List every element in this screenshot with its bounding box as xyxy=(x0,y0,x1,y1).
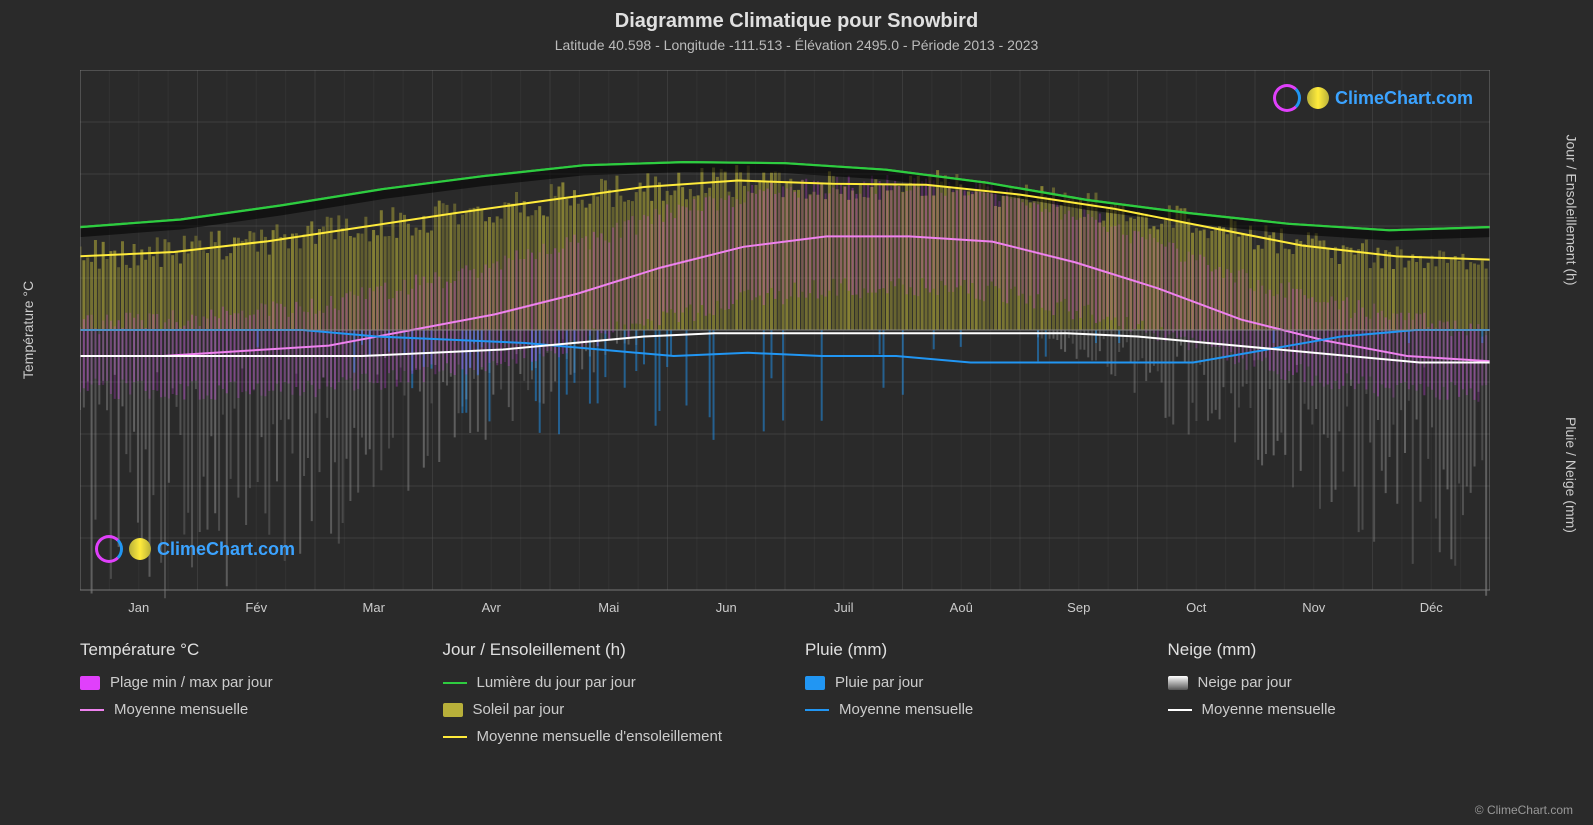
chart-title: Diagramme Climatique pour Snowbird xyxy=(0,0,1593,33)
swatch-daylight-line xyxy=(443,682,467,684)
swatch-temp-avg-line xyxy=(80,709,104,711)
svg-text:Sep: Sep xyxy=(1067,600,1090,615)
legend-col-rain: Pluie (mm) Pluie par jour Moyenne mensue… xyxy=(805,640,1128,745)
brand-logo-top: ClimeChart.com xyxy=(1273,84,1473,112)
svg-text:Fév: Fév xyxy=(245,600,267,615)
svg-text:Oct: Oct xyxy=(1186,600,1207,615)
legend-sunavg: Moyenne mensuelle d'ensoleillement xyxy=(443,728,766,745)
brand-logo-bottom: ClimeChart.com xyxy=(95,535,295,563)
plot-area: -50-40-30-20-100102030405006121824102030… xyxy=(80,70,1490,590)
rain-daily-bars xyxy=(258,330,1483,440)
legend-temp-avg: Moyenne mensuelle xyxy=(80,701,403,718)
y-axis-right-top-label: Jour / Ensoleillement (h) xyxy=(1561,70,1581,350)
legend: Température °C Plage min / max par jour … xyxy=(80,640,1490,745)
y-axis-left-label: Température °C xyxy=(18,70,38,590)
svg-text:Juil: Juil xyxy=(834,600,854,615)
logo-ring-icon xyxy=(1273,84,1301,112)
svg-text:Déc: Déc xyxy=(1420,600,1444,615)
legend-col-temp: Température °C Plage min / max par jour … xyxy=(80,640,403,745)
y-axis-right-bot-label: Pluie / Neige (mm) xyxy=(1561,360,1581,590)
svg-text:Jan: Jan xyxy=(128,600,149,615)
legend-daylight: Lumière du jour par jour xyxy=(443,674,766,691)
legend-snow-title: Neige (mm) xyxy=(1168,640,1491,660)
swatch-sun xyxy=(443,703,463,717)
legend-rain-title: Pluie (mm) xyxy=(805,640,1128,660)
legend-temp-range: Plage min / max par jour xyxy=(80,674,403,691)
legend-snow-avg: Moyenne mensuelle xyxy=(1168,701,1491,718)
legend-snow-daily: Neige par jour xyxy=(1168,674,1491,691)
swatch-sunavg-line xyxy=(443,736,467,738)
svg-text:Mar: Mar xyxy=(363,600,386,615)
brand-text: ClimeChart.com xyxy=(157,539,295,560)
legend-col-snow: Neige (mm) Neige par jour Moyenne mensue… xyxy=(1168,640,1491,745)
svg-text:Nov: Nov xyxy=(1302,600,1326,615)
logo-sun-icon xyxy=(1307,87,1329,109)
copyright-text: © ClimeChart.com xyxy=(1475,803,1573,817)
legend-rain-avg: Moyenne mensuelle xyxy=(805,701,1128,718)
climate-chart-container: Diagramme Climatique pour Snowbird Latit… xyxy=(0,0,1593,825)
logo-sun-icon xyxy=(129,538,151,560)
svg-text:Jun: Jun xyxy=(716,600,737,615)
legend-rain-daily: Pluie par jour xyxy=(805,674,1128,691)
legend-sun: Soleil par jour xyxy=(443,701,766,718)
swatch-snow xyxy=(1168,676,1188,690)
brand-text: ClimeChart.com xyxy=(1335,88,1473,109)
swatch-rain xyxy=(805,676,825,690)
swatch-snow-avg-line xyxy=(1168,709,1192,711)
chart-subtitle: Latitude 40.598 - Longitude -111.513 - É… xyxy=(0,33,1593,53)
svg-text:Avr: Avr xyxy=(482,600,502,615)
swatch-temp-range xyxy=(80,676,100,690)
svg-text:Aoû: Aoû xyxy=(950,600,973,615)
legend-temp-title: Température °C xyxy=(80,640,403,660)
swatch-rain-avg-line xyxy=(805,709,829,711)
logo-ring-icon xyxy=(95,535,123,563)
legend-day-title: Jour / Ensoleillement (h) xyxy=(443,640,766,660)
svg-text:Mai: Mai xyxy=(598,600,619,615)
legend-col-day: Jour / Ensoleillement (h) Lumière du jou… xyxy=(443,640,766,745)
